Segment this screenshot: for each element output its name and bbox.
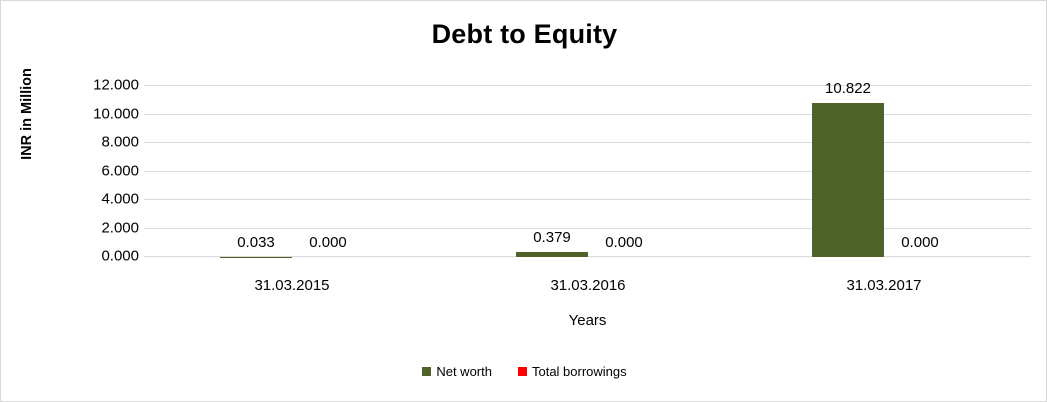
legend-item-total-borrowings[interactable]: Total borrowings <box>517 364 627 379</box>
plot-area: 0.033 0.000 0.379 0.000 10.822 0.000 <box>144 80 1032 257</box>
bar-net-worth[interactable] <box>516 251 588 257</box>
gridline <box>144 199 1031 200</box>
y-tick-label: 10.000 <box>93 105 139 122</box>
bar-value-label: 0.000 <box>605 234 643 251</box>
category-group: 0.033 0.000 <box>144 85 440 257</box>
y-tick-label: 8.000 <box>101 133 139 151</box>
legend-swatch-icon <box>422 367 432 376</box>
bar-value-label: 0.379 <box>533 228 571 246</box>
bar-net-worth[interactable] <box>812 102 884 257</box>
category-group: 10.822 0.000 <box>736 80 1032 257</box>
gridline <box>144 85 1031 86</box>
bar-value-label: 10.822 <box>825 79 871 97</box>
gridline <box>144 227 1031 229</box>
category-group: 0.379 0.000 <box>440 85 736 257</box>
x-category-label: 31.03.2016 <box>550 277 626 294</box>
legend-label: Net worth <box>436 364 492 379</box>
chart-title: Debt to Equity <box>431 19 618 49</box>
bar-value-label: 0.000 <box>901 234 939 251</box>
legend-swatch-icon <box>517 367 527 376</box>
y-tick-label: 2.000 <box>101 219 139 236</box>
gridline <box>144 142 1031 143</box>
y-axis-tick-labels: 12.000 10.000 8.000 6.000 4.000 2.000 0.… <box>63 1 139 401</box>
y-tick-label: 0.000 <box>101 247 139 265</box>
x-axis-title: Years <box>568 312 607 329</box>
y-axis-title: INR in Million <box>19 68 35 160</box>
y-tick-label: 6.000 <box>101 162 139 179</box>
legend-label: Total borrowings <box>531 364 627 379</box>
y-tick-label: 12.000 <box>93 76 139 94</box>
gridline <box>144 113 1031 115</box>
y-tick-label: 4.000 <box>101 190 139 208</box>
chart-legend: Net worth Total borrowings <box>1 364 1046 379</box>
gridline <box>144 170 1031 172</box>
bar-value-label: 0.033 <box>237 233 275 251</box>
x-category-label: 31.03.2015 <box>254 277 330 294</box>
x-category-label: 31.03.2017 <box>846 277 922 294</box>
legend-item-net-worth[interactable]: Net worth <box>422 364 492 379</box>
bar-value-label: 0.000 <box>309 234 347 251</box>
